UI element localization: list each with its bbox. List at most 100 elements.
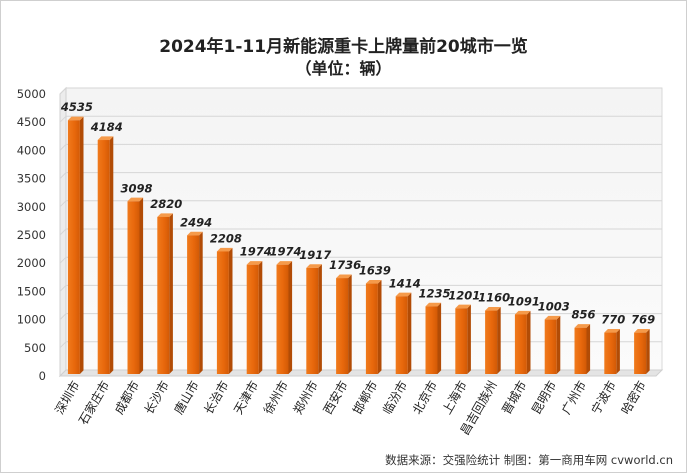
- x-tick-label: 深圳市: [51, 378, 82, 417]
- bar-side: [199, 231, 203, 374]
- bar-top: [127, 197, 144, 202]
- bar-top: [276, 261, 293, 265]
- bar-top: [455, 304, 471, 309]
- bar-front: [187, 235, 200, 374]
- bar: [127, 197, 144, 374]
- data-label: 1201: [448, 288, 480, 302]
- bar-front: [455, 308, 468, 374]
- bar: [395, 292, 412, 374]
- bar-top: [425, 302, 442, 307]
- bar: [246, 261, 263, 374]
- bar: [97, 136, 114, 374]
- gridline-side: [59, 341, 67, 349]
- bar-side: [467, 304, 471, 374]
- y-tick-label: 3000: [17, 200, 46, 214]
- bar-side: [139, 197, 144, 374]
- y-tick-label: 1000: [17, 313, 46, 327]
- x-tick-label: 上海市: [439, 378, 470, 417]
- bar-side: [288, 261, 293, 374]
- x-tick-label: 徐州市: [260, 378, 291, 417]
- bar-top: [544, 315, 561, 320]
- bar-top: [157, 213, 173, 217]
- bar: [455, 304, 471, 374]
- x-tick-label: 西安市: [320, 378, 351, 417]
- bar-front: [216, 251, 229, 374]
- data-label: 3098: [120, 181, 152, 195]
- bar-front: [306, 267, 319, 374]
- gridline-side: [59, 87, 67, 95]
- bar-side: [228, 247, 233, 374]
- x-tick-label: 长治市: [200, 378, 231, 417]
- bar-front: [485, 310, 498, 374]
- data-label: 1639: [359, 264, 391, 278]
- data-label: 1917: [299, 248, 331, 262]
- y-tick-label: 5000: [17, 87, 46, 101]
- data-label: 1160: [478, 291, 510, 305]
- data-label: 769: [631, 313, 655, 327]
- bar: [574, 324, 591, 374]
- gridline-side: [59, 256, 67, 264]
- x-tick-label: 北京市: [409, 378, 440, 417]
- x-tick-label: 天津市: [230, 378, 261, 417]
- bar: [485, 306, 501, 374]
- data-label: 2820: [150, 197, 182, 211]
- bar-side: [377, 279, 382, 374]
- data-label: 2494: [180, 215, 212, 229]
- bar-side: [437, 302, 442, 374]
- bar-front: [634, 332, 647, 374]
- bar: [276, 261, 293, 374]
- bar: [336, 274, 352, 374]
- bar-top: [216, 247, 233, 252]
- data-label: 1003: [538, 299, 570, 313]
- x-tick-label: 成都市: [111, 378, 142, 417]
- gridline-side: [59, 172, 67, 179]
- data-label: 1235: [418, 286, 450, 300]
- x-tick-label: 邯郸市: [349, 378, 380, 417]
- bar-side: [646, 329, 650, 374]
- data-label: 1736: [329, 258, 361, 272]
- data-label: 4184: [90, 120, 123, 134]
- bar-top: [365, 279, 382, 284]
- data-label: 1091: [508, 294, 540, 308]
- bar: [306, 264, 322, 374]
- bar-side: [169, 213, 173, 374]
- bar-side: [526, 310, 531, 374]
- bar-side: [79, 116, 84, 374]
- x-tick-label: 晋城市: [498, 378, 529, 417]
- bar: [425, 302, 442, 374]
- bar: [514, 310, 531, 374]
- bar: [216, 247, 233, 374]
- bar: [634, 329, 650, 374]
- x-tick-label: 宁波市: [588, 378, 619, 417]
- bar-front: [67, 120, 80, 374]
- bar-side: [407, 292, 412, 374]
- x-tick-label: 长沙市: [141, 378, 172, 417]
- bar-front: [157, 216, 170, 374]
- bar-front: [276, 264, 289, 374]
- bar: [67, 116, 84, 374]
- data-label: 856: [571, 308, 595, 322]
- bar-side: [586, 324, 591, 374]
- x-tick-label: 广州市: [558, 378, 589, 417]
- bar-side: [348, 274, 352, 374]
- bar-top: [187, 231, 203, 236]
- data-label: 2208: [210, 231, 242, 245]
- gridline-side: [59, 200, 67, 208]
- data-source-note: 数据来源：交强险统计 制图：第一商用车网 cvworld.cn: [385, 453, 673, 467]
- x-tick-label: 郑州市: [290, 378, 321, 417]
- gridline-side: [59, 115, 67, 123]
- x-tick-label: 昆明市: [528, 378, 559, 417]
- bar-side: [616, 328, 620, 374]
- bar-front: [514, 314, 527, 374]
- bar-side: [497, 306, 501, 374]
- bar: [365, 279, 382, 374]
- bar-top: [514, 310, 531, 315]
- y-tick-label: 2500: [17, 228, 46, 242]
- data-label: 4535: [60, 100, 93, 114]
- gridline-side: [59, 144, 67, 151]
- bar-front: [246, 264, 259, 374]
- bar-top: [97, 136, 114, 141]
- data-label: 770: [601, 313, 625, 327]
- bar-top: [67, 116, 84, 121]
